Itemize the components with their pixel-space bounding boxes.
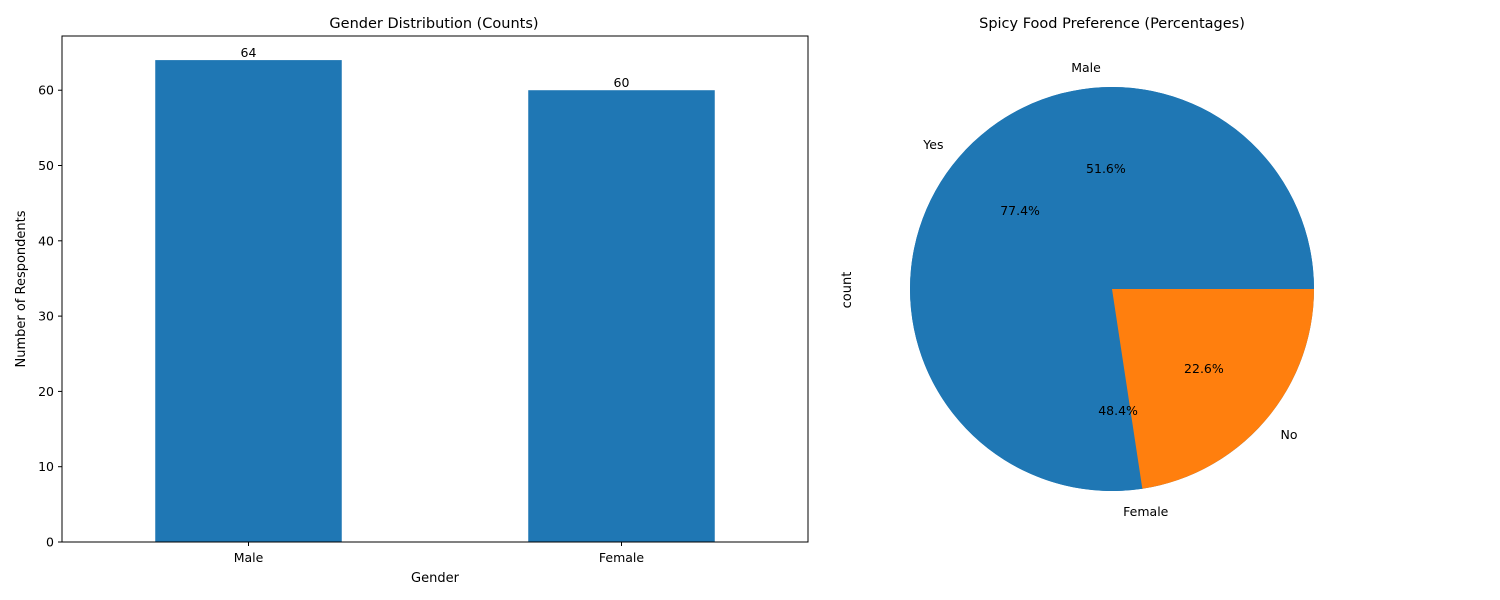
pie-category-label: No xyxy=(1281,427,1298,442)
bar-y-tick-label: 20 xyxy=(38,384,54,399)
pie-percent-label: 48.4% xyxy=(1098,403,1138,418)
bar-y-tick-label: 60 xyxy=(38,83,54,98)
bar-female xyxy=(528,90,715,542)
pie-category-label: Male xyxy=(1071,60,1101,75)
bar-x-axis-label: Gender xyxy=(411,571,460,586)
pie-slice-no xyxy=(1112,289,1314,489)
bar-y-tick-label: 30 xyxy=(38,309,54,324)
bar-chart-title: Gender Distribution (Counts) xyxy=(329,16,538,32)
pie-slice-yes xyxy=(909,86,1314,491)
pie-labels: Male 51.6% Female 48.4% Yes 77.4% No 22.6% xyxy=(922,60,1297,519)
pie-category-label: Female xyxy=(1123,504,1169,519)
bar-series: 64 60 xyxy=(155,45,715,542)
bar-data-label: 60 xyxy=(614,75,630,90)
bar-y-tick-label: 40 xyxy=(38,233,54,248)
bar-data-label: 64 xyxy=(241,45,257,60)
pie-y-axis-label: count xyxy=(840,272,855,309)
pie-percent-label: 77.4% xyxy=(1000,203,1040,218)
pie-chart-title: Spicy Food Preference (Percentages) xyxy=(979,16,1245,32)
bar-x-tick-label: Male xyxy=(234,550,264,565)
bar-y-tick-label: 10 xyxy=(38,459,54,474)
bar-chart: Gender Distribution (Counts) 0 10 20 30 40 50… xyxy=(14,16,809,586)
pie-percent-label: 51.6% xyxy=(1086,161,1126,176)
bar-y-tick-label: 50 xyxy=(38,158,54,173)
bar-x-axis: Male Female xyxy=(234,542,645,565)
pie-chart: Spicy Food Preference (Percentages) coun… xyxy=(840,16,1314,519)
pie-category-label: Yes xyxy=(922,137,943,152)
bar-y-axis: 0 10 20 30 40 50 60 xyxy=(38,83,62,550)
bar-plot-frame xyxy=(61,35,809,543)
bar-y-tick-label: 0 xyxy=(46,535,54,550)
bar-x-tick-label: Female xyxy=(599,550,645,565)
bar-male xyxy=(155,60,342,542)
bar-y-axis-label: Number of Respondents xyxy=(14,210,29,367)
pie-slices xyxy=(909,86,1314,492)
pie-percent-label: 22.6% xyxy=(1184,361,1224,376)
